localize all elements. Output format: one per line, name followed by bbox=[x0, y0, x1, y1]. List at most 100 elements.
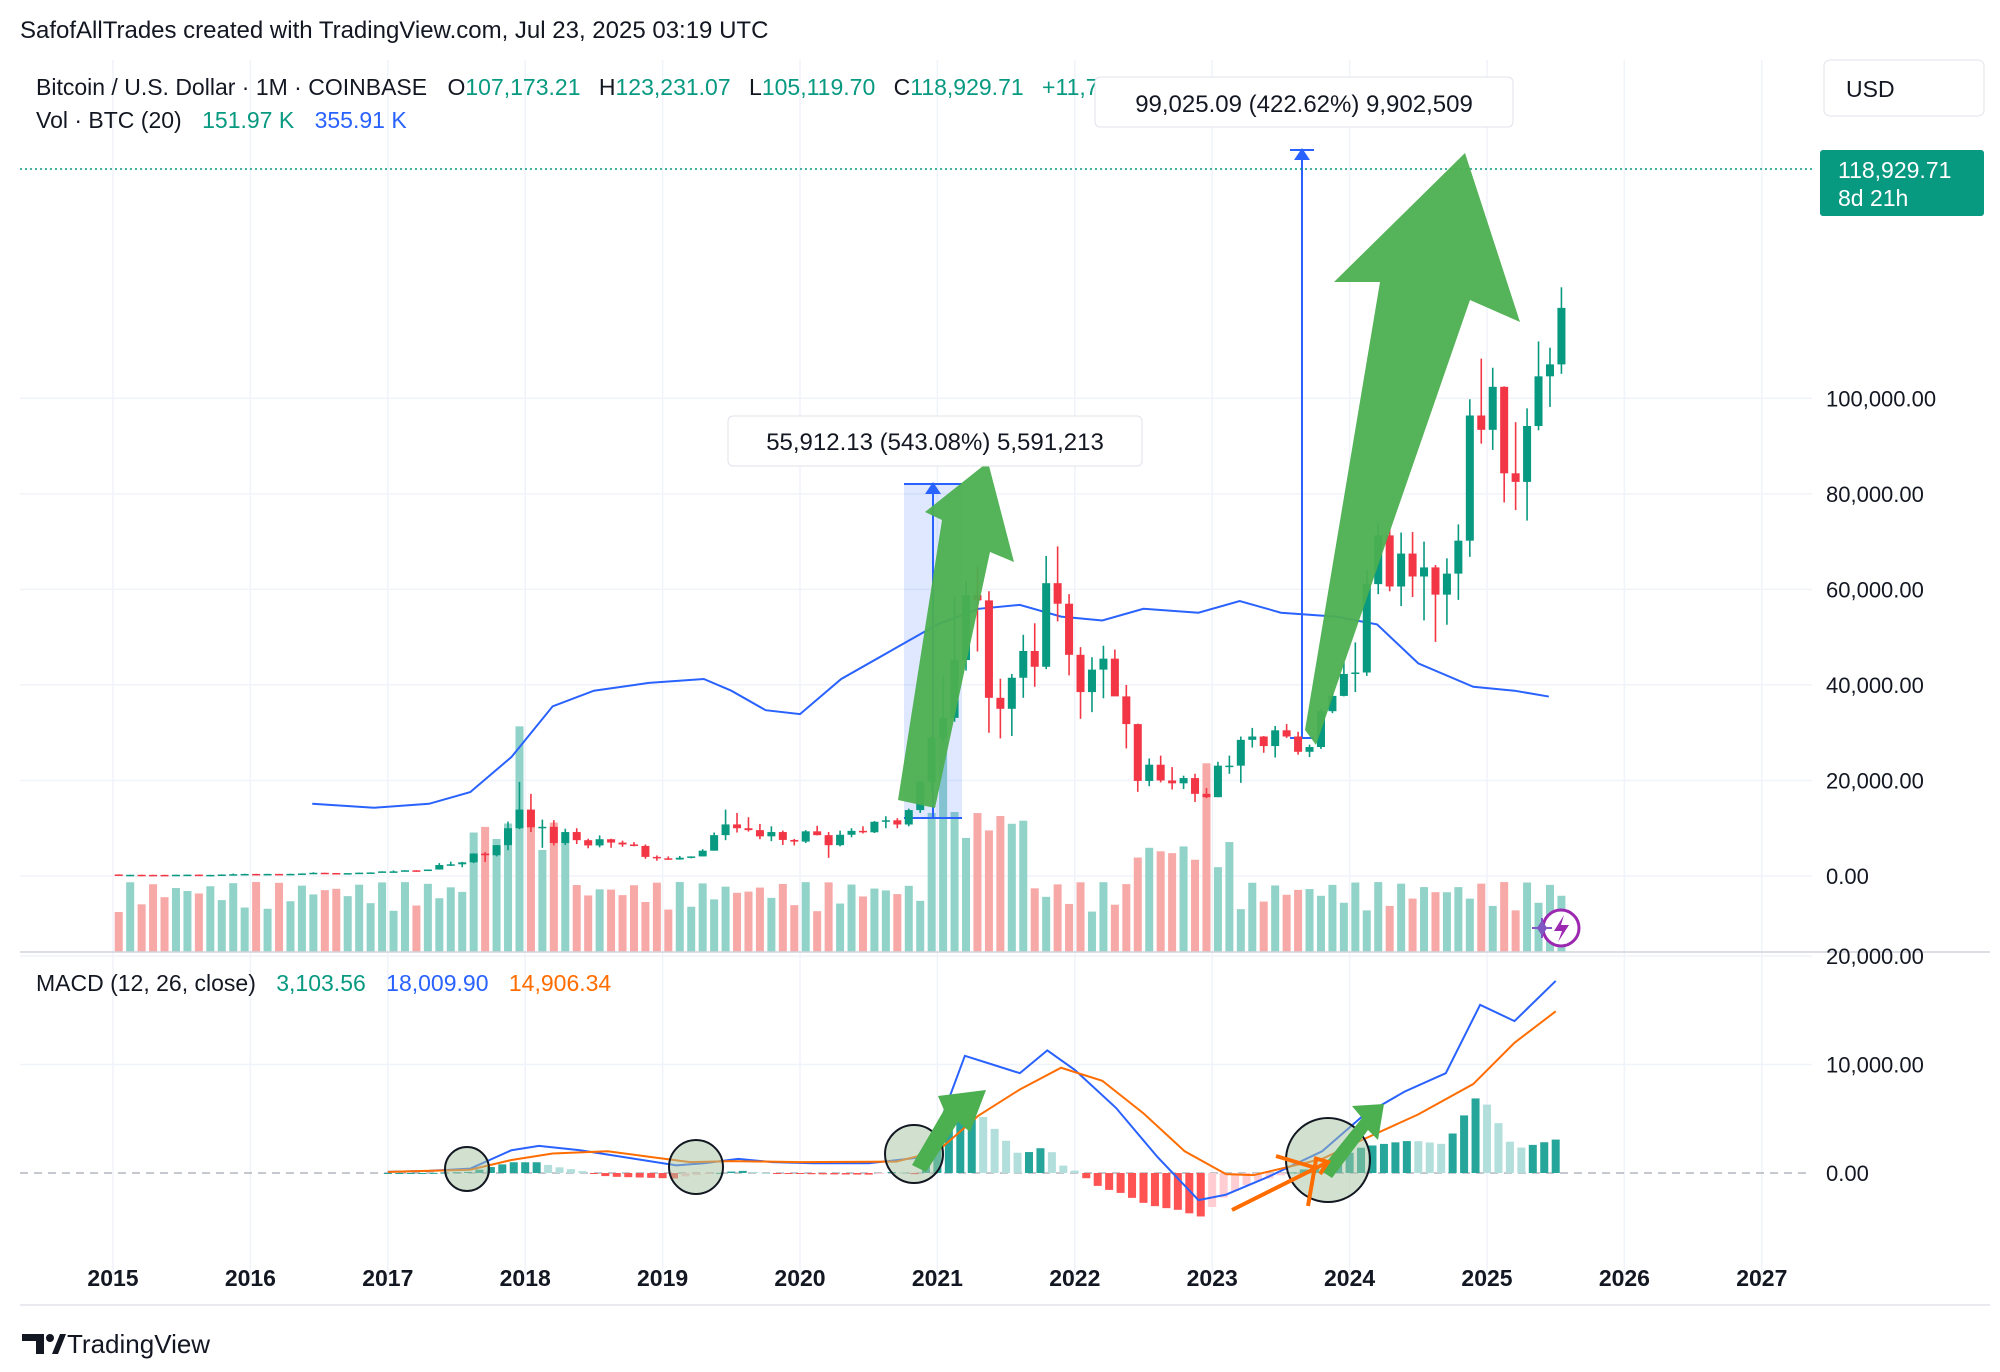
candle-body bbox=[881, 820, 890, 822]
candle-body bbox=[1362, 584, 1371, 673]
volume-bar bbox=[1431, 892, 1440, 952]
volume-bar bbox=[893, 894, 902, 952]
candle-body bbox=[1007, 677, 1016, 709]
volume-bar bbox=[1271, 885, 1280, 952]
candle-body bbox=[423, 869, 432, 872]
volume-bar bbox=[881, 890, 890, 952]
candle-body bbox=[1099, 658, 1108, 670]
volume-bar bbox=[1511, 910, 1520, 952]
macd-hist-bar bbox=[784, 1173, 793, 1174]
macd-hist-bar bbox=[1460, 1115, 1469, 1173]
volume-bar bbox=[607, 889, 616, 952]
volume-bar bbox=[252, 882, 261, 952]
currency-button[interactable] bbox=[1823, 59, 1985, 117]
tradingview-logo: TradingView bbox=[22, 1329, 210, 1359]
candle-body bbox=[400, 870, 409, 872]
volume-bar bbox=[939, 722, 948, 952]
legend-volume-label[interactable]: Vol · BTC (20) bbox=[36, 107, 182, 133]
volume-bar bbox=[927, 812, 936, 952]
candle-body bbox=[446, 864, 455, 866]
candle-body bbox=[1282, 730, 1291, 737]
candle-body bbox=[721, 824, 730, 836]
candle-body bbox=[206, 874, 215, 877]
candle-body bbox=[1408, 553, 1417, 577]
currency-button-label: USD bbox=[1846, 76, 1895, 102]
candle-body bbox=[629, 844, 638, 846]
candle-body bbox=[515, 809, 524, 829]
volume-bar bbox=[916, 900, 925, 952]
year-tick-label: 2020 bbox=[774, 1265, 825, 1291]
volume-bar bbox=[1007, 823, 1016, 952]
macd-hist-bar bbox=[647, 1173, 656, 1178]
candle-body bbox=[309, 872, 318, 875]
macd-hist-bar bbox=[1425, 1142, 1434, 1173]
volume-bar bbox=[137, 904, 146, 952]
volume-bar bbox=[1156, 851, 1165, 952]
legend-macd-line: 18,009.90 bbox=[386, 970, 488, 996]
volume-bar bbox=[664, 909, 673, 952]
candle-body bbox=[607, 839, 616, 843]
legend-symbol[interactable]: Bitcoin / U.S. Dollar · 1M · COINBASE bbox=[36, 74, 427, 100]
volume-bar bbox=[126, 882, 135, 952]
legend-open-value: 107,173.21 bbox=[465, 74, 580, 100]
macd-hist-bar bbox=[979, 1116, 988, 1173]
candle-body bbox=[1557, 307, 1566, 365]
macd-hist-bar bbox=[532, 1162, 541, 1173]
macd-hist-bar bbox=[1276, 1173, 1285, 1176]
time-axis[interactable]: 2015 2016 2017 2018 2019 2020 2021 2022 2023 2024… bbox=[87, 1265, 1787, 1291]
candle-body bbox=[584, 840, 593, 846]
macd-hist-bar bbox=[1173, 1173, 1182, 1210]
candle-body bbox=[755, 830, 764, 837]
price-tick-label: 0.00 bbox=[1826, 864, 1869, 889]
volume-bar bbox=[824, 882, 833, 952]
volume-bar bbox=[813, 911, 822, 952]
last-price-badge[interactable] bbox=[1820, 150, 1984, 216]
price-axis[interactable]: 0.00 20,000.00 40,000.00 60,000.00 80,000.00… bbox=[1826, 386, 1936, 889]
macd-hist-bar bbox=[1391, 1142, 1400, 1173]
candle-body bbox=[870, 821, 879, 833]
volume-bar bbox=[687, 906, 696, 952]
macd-hist-bar bbox=[1185, 1173, 1194, 1214]
candle-body bbox=[217, 874, 226, 877]
year-tick-label: 2025 bbox=[1461, 1265, 1512, 1291]
macd-hist-bar bbox=[773, 1173, 782, 1174]
macd-hist-bar bbox=[876, 1173, 885, 1174]
volume-bar bbox=[744, 891, 753, 952]
macd-hist-bar bbox=[956, 1103, 965, 1173]
candle-body bbox=[595, 839, 604, 846]
candle-body bbox=[1191, 778, 1200, 794]
candle-body bbox=[1145, 764, 1154, 781]
volume-bar bbox=[698, 883, 707, 952]
candle-body bbox=[1133, 724, 1142, 781]
volume-bar bbox=[481, 826, 490, 952]
volume-bar bbox=[1442, 892, 1451, 952]
candle-body bbox=[171, 874, 180, 877]
candle-body bbox=[1202, 793, 1211, 798]
macd-hist-bar bbox=[383, 1173, 392, 1174]
volume-bar bbox=[1374, 882, 1383, 952]
legend-macd-label[interactable]: MACD (12, 26, close) bbox=[36, 970, 256, 996]
candle-body bbox=[1294, 736, 1303, 752]
year-tick-label: 2024 bbox=[1324, 1265, 1375, 1291]
macd-histogram bbox=[383, 1098, 1560, 1217]
volume-bar bbox=[378, 882, 387, 952]
candle-body bbox=[126, 874, 135, 877]
candle-body bbox=[618, 842, 627, 845]
measure-arrowhead-1 bbox=[925, 482, 941, 494]
volume-bar bbox=[1110, 904, 1119, 952]
macd-hist-bar bbox=[1036, 1148, 1045, 1173]
volume-bar bbox=[366, 903, 375, 952]
macd-hist-bar bbox=[807, 1173, 816, 1175]
candle-body bbox=[1122, 696, 1131, 725]
volume-bar bbox=[355, 884, 364, 952]
candle-body bbox=[538, 826, 547, 829]
candle-body bbox=[996, 697, 1005, 709]
macd-hist-bar bbox=[395, 1173, 404, 1174]
macd-hist-bar bbox=[429, 1172, 438, 1174]
volume-bar bbox=[446, 887, 455, 952]
volume-bar bbox=[584, 895, 593, 952]
macd-axis[interactable]: 0.00 10,000.00 20,000.00 bbox=[1826, 944, 1924, 1186]
candle-body bbox=[355, 872, 364, 875]
candle-body bbox=[1225, 765, 1234, 768]
